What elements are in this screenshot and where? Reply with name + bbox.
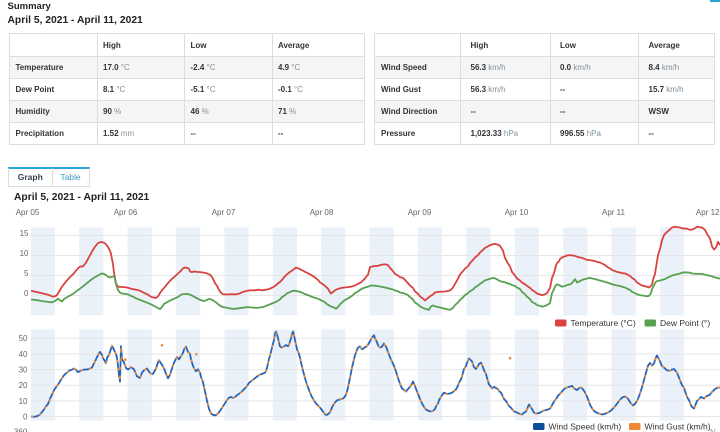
svg-text:Apr 06: Apr 06 [114,208,138,217]
svg-text:Wind Gust (km/h): Wind Gust (km/h) [645,422,711,432]
svg-text:50: 50 [19,334,28,343]
svg-text:0: 0 [23,412,28,421]
svg-text:Apr 08: Apr 08 [310,208,334,217]
svg-text:15: 15 [20,229,29,238]
svg-text:Apr 10: Apr 10 [505,208,529,217]
svg-text:Apr 11: Apr 11 [602,208,626,217]
svg-text:Apr 05: Apr 05 [16,208,40,217]
svg-text:Temperature (°C): Temperature (°C) [571,318,636,328]
svg-text:Dew Point (°): Dew Point (°) [660,318,710,328]
svg-text:360: 360 [14,428,28,432]
svg-text:Apr 09: Apr 09 [408,208,432,217]
svg-text:20: 20 [19,381,28,390]
svg-text:40: 40 [19,350,28,359]
svg-text:Apr 12: Apr 12 [696,208,720,217]
svg-text:N: N [710,428,716,432]
svg-text:10: 10 [19,397,28,406]
svg-text:30: 30 [19,366,28,375]
svg-text:5: 5 [24,269,29,278]
svg-text:10: 10 [20,249,29,258]
svg-text:Wind Speed (km/h): Wind Speed (km/h) [549,422,622,432]
svg-text:Apr 07: Apr 07 [212,208,236,217]
svg-text:0: 0 [24,289,29,298]
